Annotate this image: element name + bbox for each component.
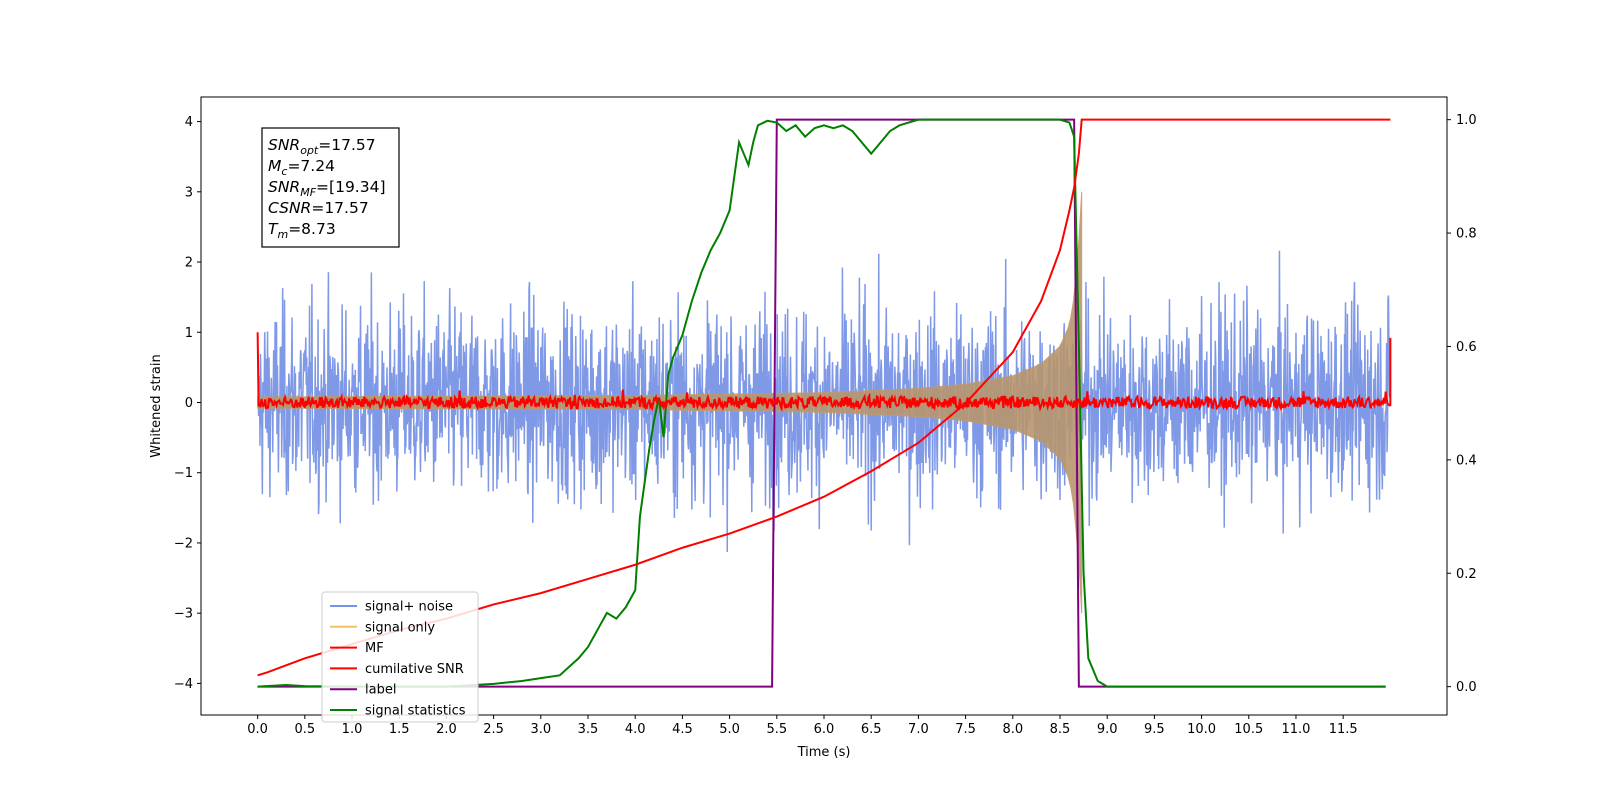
x-tick-label: 6.5: [861, 722, 882, 737]
y-tick-label: −2: [174, 536, 193, 551]
x-tick-label: 10.5: [1234, 722, 1263, 737]
x-tick-label: 1.5: [389, 722, 410, 737]
y2-tick-label: 0.4: [1456, 453, 1477, 468]
x-tick-label: 0.5: [294, 722, 315, 737]
x-tick-label: 4.5: [672, 722, 693, 737]
x-tick-label: 6.0: [814, 722, 835, 737]
x-tick-label: 2.5: [483, 722, 504, 737]
x-tick-label: 5.0: [719, 722, 740, 737]
y-tick-label: 4: [185, 115, 193, 130]
x-tick-label: 9.0: [1097, 722, 1118, 737]
y2-tick-label: 1.0: [1456, 113, 1477, 128]
axis-layer: 0.0 0.5 1.0 1.5 2.0 2.5 3.0 3.5 4.0 4.5 5.0 5.5 6.0 6…: [174, 113, 1477, 737]
y-axis-label: Whitened strain: [149, 354, 164, 457]
annotation-line: SNRopt=17.57: [268, 136, 376, 157]
legend-label: cumilative SNR: [365, 662, 464, 677]
x-axis-label: Time (s): [797, 745, 851, 760]
annotation-line: Mc=7.24: [268, 157, 335, 178]
annotation-box: SNRopt=17.57Mc=7.24SNRMF=[19.34]CSNR=17.…: [261, 127, 400, 248]
x-tick-label: 1.0: [342, 722, 363, 737]
x-tick-label: 3.0: [530, 722, 551, 737]
annotation-frame: [261, 127, 400, 248]
x-tick-label: 8.0: [1002, 722, 1023, 737]
y-tick-label: 1: [185, 326, 193, 341]
y-tick-label: −4: [174, 677, 193, 692]
series-mf: [256, 332, 1392, 413]
legend-label: MF: [365, 641, 384, 656]
y-tick-label: 3: [185, 185, 193, 200]
y-tick-label: 0: [185, 396, 193, 411]
series-signal-noise: [256, 250, 1392, 552]
annotation-line: Tm=8.73: [268, 220, 336, 241]
x-tick-label: 10.0: [1187, 722, 1216, 737]
y2-tick-label: 0.0: [1456, 680, 1477, 695]
x-tick-label: 11.5: [1329, 722, 1358, 737]
legend-label: signal only: [365, 620, 435, 635]
legend-label: signal statistics: [365, 704, 466, 719]
y-tick-label: −1: [174, 466, 193, 481]
annotation-line: SNRMF=[19.34]: [268, 178, 386, 199]
x-tick-label: 7.5: [955, 722, 976, 737]
x-tick-label: 9.5: [1144, 722, 1165, 737]
x-tick-label: 7.0: [908, 722, 929, 737]
legend-label: label: [365, 683, 396, 698]
legend-frame: [321, 591, 479, 723]
y2-tick-label: 0.2: [1456, 567, 1477, 582]
y-tick-label: −3: [174, 607, 193, 622]
x-tick-label: 11.0: [1281, 722, 1310, 737]
series-signal-statistics: [257, 118, 1386, 688]
y2-tick-label: 0.8: [1456, 227, 1477, 242]
x-tick-label: 8.5: [1050, 722, 1071, 737]
x-tick-label: 2.0: [436, 722, 457, 737]
y2-tick-label: 0.6: [1456, 340, 1477, 355]
x-tick-label: 5.5: [766, 722, 787, 737]
x-tick-label: 4.0: [625, 722, 646, 737]
annotation-line: CSNR=17.57: [268, 199, 369, 217]
x-tick-label: 0.0: [247, 722, 268, 737]
legend: signal+ noise signal only MF cumilative SNR…: [321, 591, 479, 723]
legend-label: signal+ noise: [365, 600, 453, 615]
y-tick-label: 2: [185, 256, 193, 271]
x-tick-label: 3.5: [578, 722, 599, 737]
